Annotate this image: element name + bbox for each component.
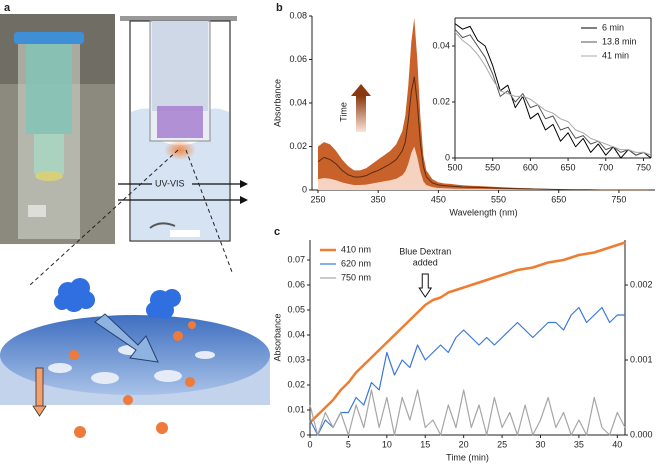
y-tick-label: 0.08	[289, 10, 307, 20]
x-tick-label: 600	[523, 162, 538, 172]
series-line	[454, 23, 652, 159]
y-tick-label: 0.06	[287, 279, 305, 289]
x-tick-label: 25	[497, 439, 507, 449]
x-tick-label: 650	[551, 194, 566, 204]
y2-tick-label: 0.002	[630, 279, 653, 289]
x-tick-label: 750	[636, 162, 651, 172]
legend-label: 750 nm	[341, 272, 371, 282]
y-tick-label: 0.02	[289, 141, 307, 151]
x-tick-label: 20	[459, 439, 469, 449]
legend-label: 13.8 min	[602, 36, 637, 46]
y2-tick-label: 0.000	[630, 429, 653, 439]
x-tick-label: 500	[447, 162, 462, 172]
y-tick-label: 0.06	[289, 54, 307, 64]
series-line	[454, 31, 652, 156]
legend-label: 6 min	[602, 22, 624, 32]
y-tick-label: 0.04	[432, 40, 450, 50]
legend-label: 410 nm	[341, 244, 371, 254]
series-line	[309, 241, 626, 424]
x-tick-label: 10	[382, 439, 392, 449]
colorbar-label: Time	[338, 102, 348, 122]
series-line	[309, 389, 626, 436]
y2-tick-label: 0.001	[630, 354, 653, 364]
x-tick-label: 5	[346, 439, 351, 449]
time-colorbar: Time	[338, 84, 371, 132]
legend-label: 620 nm	[341, 258, 371, 268]
y-tick-label: 0.04	[287, 329, 305, 339]
x-axis-label: Wavelength (nm)	[449, 207, 517, 217]
panel-label: a	[4, 2, 11, 14]
legend-label: 41 min	[602, 50, 629, 60]
area	[318, 146, 649, 190]
x-tick-label: 15	[420, 439, 430, 449]
x-tick-label: 350	[371, 194, 386, 204]
photo	[0, 14, 115, 244]
y-tick-label: 0.04	[289, 97, 307, 107]
x-tick-label: 250	[311, 194, 326, 204]
x-tick-label: 700	[598, 162, 613, 172]
inset-background	[455, 18, 651, 158]
x-tick-label: 0	[307, 439, 312, 449]
x-axis-label: Time (min)	[446, 452, 489, 462]
y-tick-label: 0.03	[287, 354, 305, 364]
panel-label: c	[274, 226, 280, 238]
x-tick-label: 30	[535, 439, 545, 449]
x-tick-label: 40	[612, 439, 622, 449]
y-tick-label: 0.02	[432, 96, 450, 106]
x-tick-label: 750	[611, 194, 626, 204]
series-line	[317, 76, 649, 191]
series-line	[309, 306, 625, 436]
x-tick-label: 550	[491, 194, 506, 204]
y-tick-label: 0.05	[287, 304, 305, 314]
annotation-arrow	[418, 273, 433, 298]
y-tick-label: 0	[302, 184, 307, 194]
x-tick-label: 35	[574, 439, 584, 449]
panel-label: b	[276, 2, 283, 14]
series-line	[454, 28, 652, 156]
y-axis-label: Absorbance	[272, 313, 282, 361]
beam-label: UV-VIS	[155, 178, 185, 188]
membrane-illustration	[0, 278, 270, 438]
x-tick-label: 650	[561, 162, 576, 172]
y-axis-label: Absorbance	[272, 79, 282, 127]
y-tick-label: 0.07	[287, 254, 305, 264]
area	[318, 18, 649, 190]
y-tick-label: 0	[300, 429, 305, 439]
annotation-text: added	[413, 257, 438, 267]
x-tick-label: 450	[431, 194, 446, 204]
y-tick-label: 0.02	[287, 379, 305, 389]
cuvette-schematic: UV-VIS	[29, 16, 248, 286]
x-tick-label: 550	[485, 162, 500, 172]
y-tick-label: 0	[445, 152, 450, 162]
annotation-text: Blue Dextran	[399, 246, 451, 256]
y-tick-label: 0.01	[287, 404, 305, 414]
